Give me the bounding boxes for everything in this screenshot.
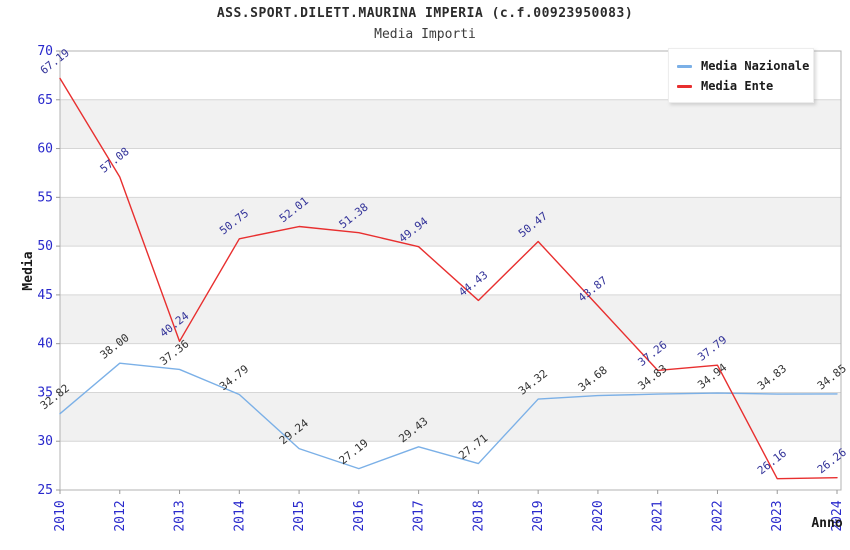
x-tick-label: 2020	[591, 500, 606, 531]
data-label: 34.79	[217, 362, 251, 393]
legend-item-media-nazionale: Media Nazionale	[677, 56, 813, 76]
data-label: 26.16	[755, 447, 789, 478]
x-tick-label: 2021	[651, 500, 666, 531]
y-tick-label: 70	[37, 44, 53, 59]
plot-band	[60, 197, 841, 247]
legend-swatch-ente-icon	[677, 84, 692, 88]
y-axis-title: Media	[21, 251, 36, 290]
x-tick-label: 2015	[292, 500, 307, 531]
x-tick-label: 2019	[531, 500, 546, 531]
chart-title: ASS.SPORT.DILETT.MAURINA IMPERIA (c.f.00…	[216, 6, 634, 21]
data-label: 34.85	[815, 362, 849, 393]
y-tick-label: 55	[37, 190, 53, 205]
legend-label: Media Nazionale	[701, 59, 810, 73]
plot-band	[60, 99, 841, 149]
y-tick-label: 35	[37, 385, 53, 400]
x-tick-label: 2016	[352, 500, 367, 531]
legend-label: Media Ente	[701, 79, 774, 93]
plot-band	[60, 294, 841, 344]
plot-border	[59, 50, 842, 491]
series-line-media-nazionale	[59, 362, 838, 470]
data-label: 26.26	[815, 446, 849, 477]
x-tick-label: 2014	[232, 500, 247, 531]
x-tick-label: 2018	[471, 500, 486, 531]
legend-box: Media Nazionale Media Ente	[668, 48, 814, 103]
y-tick-label: 25	[37, 483, 53, 498]
y-tick-label: 30	[37, 434, 53, 449]
x-tick-label: 2017	[412, 500, 427, 531]
x-tick-label: 2024	[830, 500, 845, 531]
x-axis-title: Anno	[811, 516, 842, 531]
y-tick-label: 60	[37, 142, 53, 157]
data-label: 34.83	[755, 362, 789, 393]
x-tick-label: 2010	[53, 500, 68, 531]
x-tick-label: 2013	[173, 500, 188, 531]
series-line-media-ente	[59, 77, 838, 480]
y-tick-label: 45	[37, 288, 53, 303]
x-tick-label: 2022	[710, 500, 725, 531]
y-tick-label: 65	[37, 93, 53, 108]
y-tick-label: 50	[37, 239, 53, 254]
legend-swatch-nazionale-icon	[677, 64, 692, 68]
legend-item-media-ente: Media Ente	[677, 76, 813, 96]
data-label: 34.68	[576, 363, 610, 394]
plot-band	[60, 392, 841, 442]
y-tick-label: 40	[37, 337, 53, 352]
chart-subtitle: Media Importi	[374, 27, 476, 42]
x-tick-label: 2023	[770, 500, 785, 531]
x-tick-label: 2012	[113, 500, 128, 531]
